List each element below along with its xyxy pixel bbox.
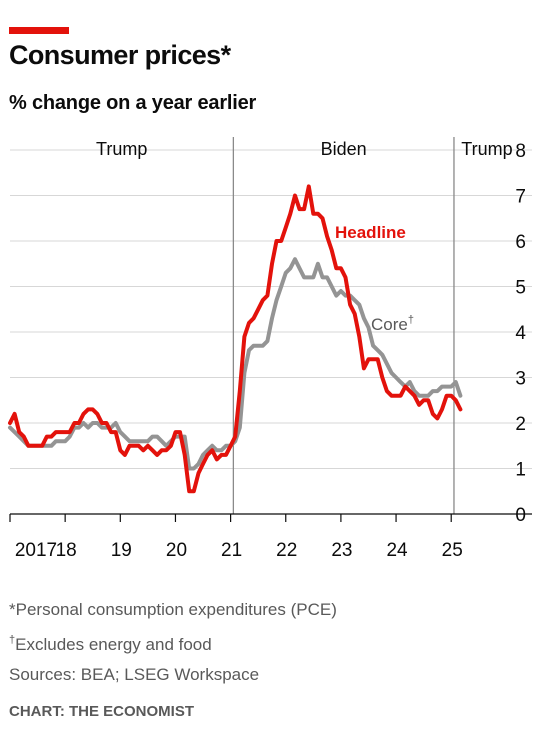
x-tick-label: 25 [442, 540, 463, 561]
period-label: Trump [96, 139, 147, 159]
x-tick-label: 22 [276, 540, 297, 561]
x-tick-label: 21 [221, 540, 242, 561]
core-series-label: Core† [371, 314, 414, 334]
headline-series-line [8, 184, 463, 494]
y-tick-label: 6 [515, 232, 526, 253]
chart-title: Consumer prices* [9, 40, 231, 70]
footnote-core: †Excludes energy and food [9, 634, 212, 654]
chart-subtitle: % change on a year earlier [9, 92, 257, 114]
series-lines [8, 184, 463, 494]
core-series-line [8, 257, 463, 471]
y-tick-label: 0 [515, 505, 526, 526]
y-tick-label: 5 [515, 278, 526, 299]
footnotes: *Personal consumption expenditures (PCE)… [9, 595, 337, 690]
y-axis-ticks: 0 1 2 3 4 5 6 7 8 [515, 141, 526, 526]
y-tick-label: 4 [515, 323, 526, 344]
period-label: Biden [321, 139, 367, 159]
y-tick-label: 2 [515, 414, 526, 435]
headline-series-label: Headline [335, 223, 406, 242]
x-tick-label: 19 [111, 540, 132, 561]
y-tick-label: 1 [515, 460, 526, 481]
y-tick-label: 7 [515, 187, 526, 208]
period-dividers [232, 137, 455, 514]
brand-red-bar [9, 27, 69, 34]
period-labels: Trump Biden Trump [96, 139, 513, 159]
chart-credit: CHART: THE ECONOMIST [9, 703, 194, 720]
sources-note: Sources: BEA; LSEG Workspace [9, 665, 260, 684]
x-tick-label: 2017 [15, 540, 57, 561]
x-tick-label: 23 [331, 540, 352, 561]
x-tick-label: 24 [386, 540, 408, 561]
period-label: Trump [461, 139, 512, 159]
x-tick-label: 18 [56, 540, 77, 561]
y-tick-label: 3 [515, 369, 526, 390]
y-tick-label: 8 [515, 141, 526, 162]
footnote-pce: *Personal consumption expenditures (PCE) [9, 600, 337, 619]
x-tick-label: 20 [166, 540, 187, 561]
